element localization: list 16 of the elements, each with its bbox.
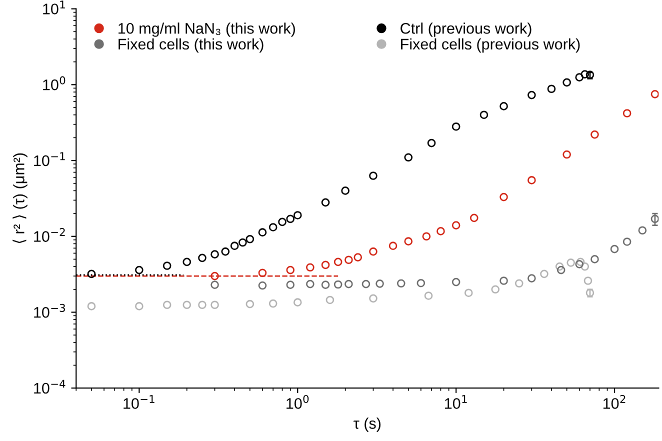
legend-label: Ctrl (previous work) bbox=[400, 22, 532, 37]
x-tick-label: 10$^{1}$ bbox=[445, 395, 467, 409]
x-tick-label: 10$^{0}$ bbox=[286, 394, 309, 409]
y-tick-label: 10$^{−3}$ bbox=[34, 304, 65, 318]
x-tick-label: 10$^{2}$ bbox=[603, 394, 626, 409]
x-axis-title: τ (s) bbox=[354, 418, 381, 432]
y-tick-label: 10$^{−4}$ bbox=[34, 380, 66, 394]
legend-label: Fixed cells (previous work) bbox=[401, 38, 580, 53]
x-tick-label: 10$^{−1}$ bbox=[124, 395, 154, 409]
y-tick-label: 10$^{−2}$ bbox=[34, 228, 65, 242]
y-tick-label: 10$^{1}$ bbox=[43, 0, 65, 14]
legend-label: Fixed cells (this work) bbox=[118, 38, 264, 53]
legend-label: 10 mg/ml NaN₃ (this work) bbox=[118, 22, 295, 37]
y-tick-label: 10$^{0}$ bbox=[43, 76, 66, 90]
y-tick-label: 10$^{−1}$ bbox=[34, 152, 65, 166]
y-axis-title: ⟨ r² ⟩ (τ) (μm²) bbox=[12, 153, 28, 244]
